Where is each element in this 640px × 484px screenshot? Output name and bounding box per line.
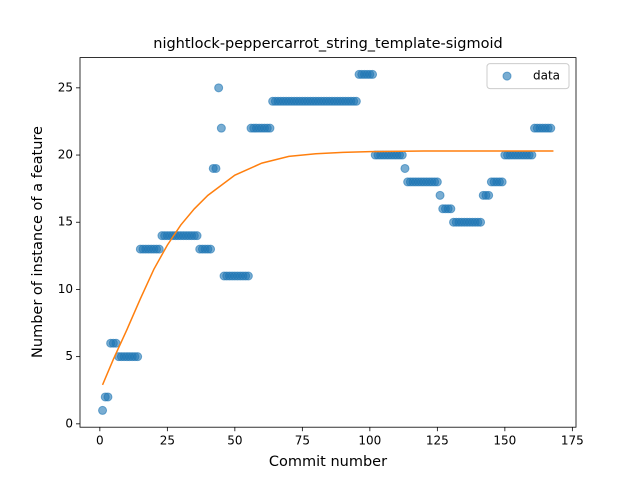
data-point bbox=[154, 244, 164, 254]
chart-title: nightlock-peppercarrot_string_template-s… bbox=[153, 36, 503, 52]
x-tick-label: 100 bbox=[358, 434, 381, 448]
x-tick-label: 150 bbox=[493, 434, 516, 448]
y-tick-label: 5 bbox=[65, 349, 73, 363]
data-point bbox=[103, 392, 113, 402]
data-point bbox=[432, 177, 442, 187]
data-point bbox=[368, 69, 378, 79]
y-tick-label: 20 bbox=[58, 148, 73, 162]
data-point bbox=[98, 405, 108, 415]
data-point bbox=[446, 204, 456, 214]
data-point bbox=[546, 123, 556, 133]
data-point bbox=[476, 217, 486, 227]
data-point bbox=[435, 190, 445, 200]
x-axis-label: Commit number bbox=[269, 454, 387, 470]
data-point bbox=[214, 83, 224, 93]
y-axis-label: Number of instance of a feature bbox=[30, 126, 46, 358]
data-point bbox=[216, 123, 226, 133]
y-tick-label: 10 bbox=[58, 282, 73, 296]
data-point bbox=[206, 244, 216, 254]
data-point bbox=[484, 190, 494, 200]
x-tick-label: 175 bbox=[561, 434, 584, 448]
data-point bbox=[243, 271, 253, 281]
data-point bbox=[527, 150, 537, 160]
data-point bbox=[497, 177, 507, 187]
y-tick-label: 25 bbox=[58, 80, 73, 94]
x-tick-label: 75 bbox=[295, 434, 310, 448]
data-point bbox=[265, 123, 275, 133]
x-tick-label: 25 bbox=[160, 434, 175, 448]
data-point bbox=[351, 96, 361, 106]
fit-line bbox=[101, 150, 554, 386]
y-tick-label: 0 bbox=[65, 416, 73, 430]
axes-frame bbox=[79, 57, 577, 428]
y-tick-label: 15 bbox=[58, 215, 73, 229]
x-tick-label: 0 bbox=[96, 434, 104, 448]
legend-label: data bbox=[533, 69, 560, 83]
legend-box bbox=[486, 63, 570, 90]
legend-marker bbox=[502, 71, 512, 81]
data-point bbox=[192, 231, 202, 241]
data-point bbox=[400, 163, 410, 173]
x-tick-label: 125 bbox=[426, 434, 449, 448]
data-point bbox=[397, 150, 407, 160]
data-point bbox=[211, 163, 221, 173]
data-point bbox=[133, 352, 143, 362]
x-tick-label: 50 bbox=[227, 434, 242, 448]
